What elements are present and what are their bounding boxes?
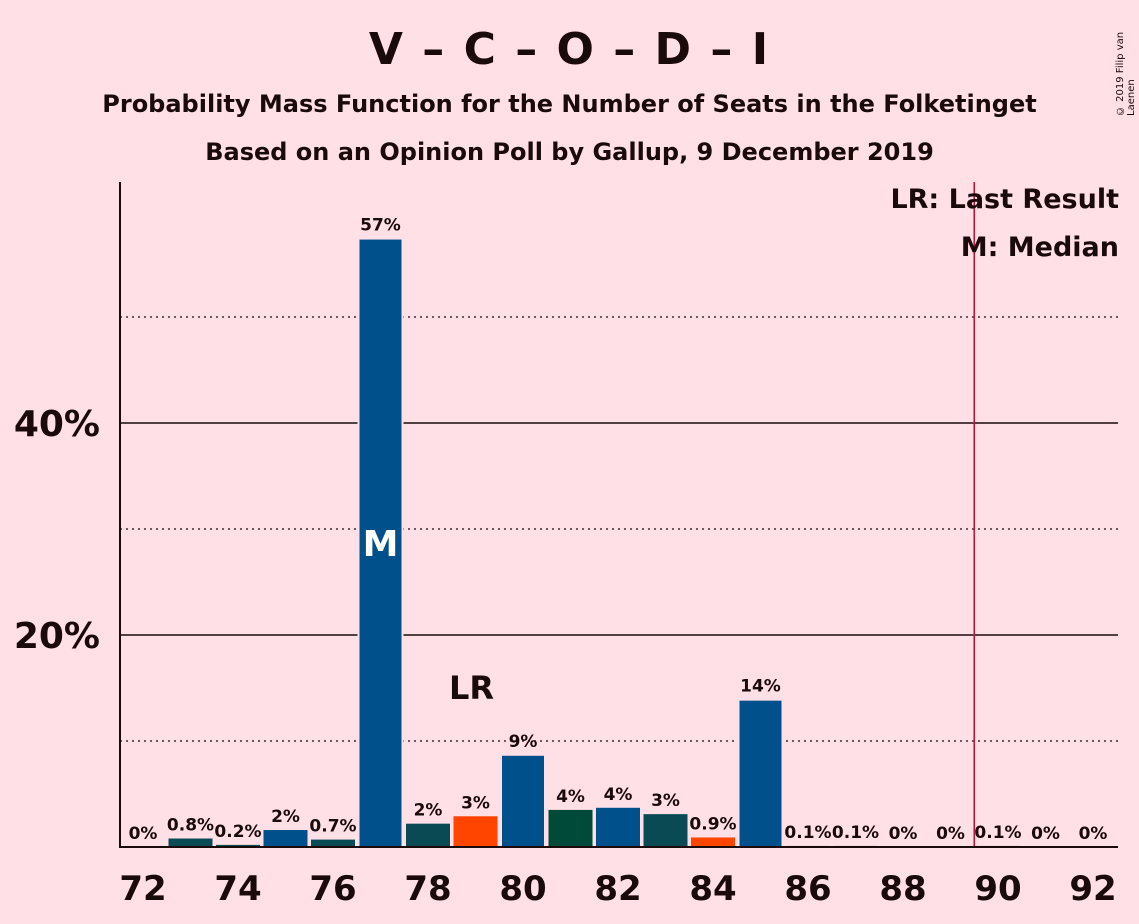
data-label: 0.2% — [214, 822, 261, 842]
data-label: 2% — [414, 801, 443, 821]
last-result-marker: LR — [449, 669, 494, 707]
data-label: 2% — [271, 807, 300, 827]
legend-last-result: LR: Last Result — [890, 184, 1119, 215]
bar — [168, 838, 213, 847]
data-label: 0% — [1031, 824, 1060, 844]
x-tick-label: 72 — [119, 869, 166, 909]
data-label: 0.7% — [309, 817, 356, 837]
bar — [643, 814, 688, 847]
x-tick-label: 82 — [594, 869, 641, 909]
x-tick-label: 84 — [689, 869, 736, 909]
bar — [500, 753, 546, 849]
bar — [216, 844, 260, 847]
data-label: 4% — [604, 785, 633, 805]
data-label: 0% — [1079, 824, 1108, 844]
x-tick-label: 88 — [879, 869, 926, 909]
x-tick-label: 80 — [499, 869, 546, 909]
median-marker: M — [363, 524, 399, 565]
data-label: 3% — [651, 791, 680, 811]
bar — [548, 809, 593, 847]
data-label: 0.1% — [832, 823, 879, 843]
chart-subtitle: Probability Mass Function for the Number… — [102, 90, 1037, 118]
bar — [263, 830, 308, 847]
data-label: 14% — [740, 677, 781, 697]
chart-subtitle-poll: Based on an Opinion Poll by Gallup, 9 De… — [205, 138, 934, 166]
data-label: 0.9% — [689, 814, 736, 834]
bar — [406, 823, 450, 847]
x-tick-label: 76 — [309, 869, 356, 909]
data-label: 0% — [936, 824, 965, 844]
x-tick-label: 86 — [784, 869, 831, 909]
legend-median: M: Median — [960, 232, 1119, 263]
y-tick-label: 40% — [14, 404, 100, 445]
bar — [737, 698, 784, 848]
x-tick-label: 78 — [404, 869, 451, 909]
x-tick-label: 90 — [974, 869, 1021, 909]
data-label: 0.8% — [167, 816, 214, 836]
y-tick-label: 20% — [14, 616, 100, 657]
data-label: 0.1% — [974, 823, 1021, 843]
bar — [311, 839, 355, 847]
data-label: 0% — [129, 824, 158, 844]
bar — [691, 837, 735, 847]
chart-title: V – C – O – D – I — [368, 24, 771, 75]
data-label: 57% — [360, 216, 401, 236]
bar — [453, 816, 498, 847]
x-tick-label: 74 — [214, 869, 261, 909]
x-tick-label: 92 — [1069, 869, 1116, 909]
bar — [596, 807, 640, 847]
data-label: 4% — [556, 787, 585, 807]
data-label: 0% — [889, 824, 918, 844]
data-label: 9% — [509, 732, 538, 752]
data-label: 3% — [461, 793, 490, 813]
data-label: 0.1% — [784, 823, 831, 843]
